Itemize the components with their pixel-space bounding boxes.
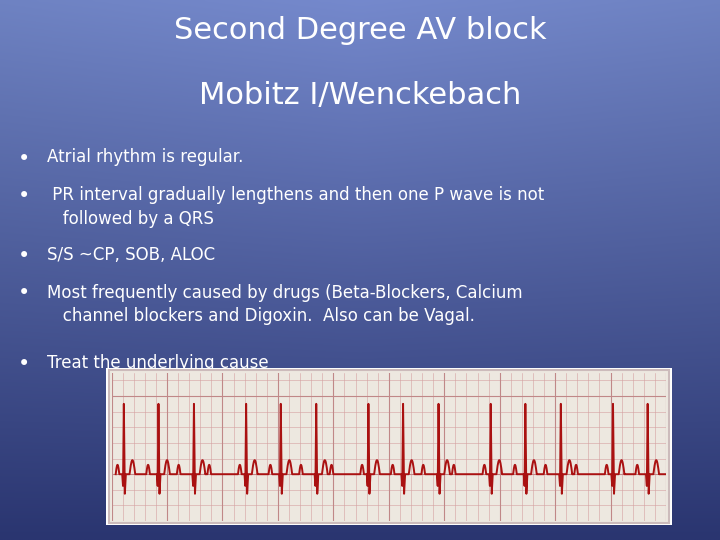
Text: •: •: [18, 354, 30, 374]
Text: Second Degree AV block: Second Degree AV block: [174, 16, 546, 45]
Text: •: •: [18, 284, 30, 303]
Text: Most frequently caused by drugs (Beta-Blockers, Calcium
   channel blockers and : Most frequently caused by drugs (Beta-Bl…: [47, 284, 523, 325]
Bar: [109, 370, 669, 523]
Text: S/S ~CP, SOB, ALOC: S/S ~CP, SOB, ALOC: [47, 246, 215, 264]
Text: •: •: [18, 148, 30, 168]
Text: •: •: [18, 186, 30, 206]
Text: PR interval gradually lengthens and then one P wave is not
   followed by a QRS: PR interval gradually lengthens and then…: [47, 186, 544, 228]
Bar: [106, 368, 672, 525]
Text: Atrial rhythm is regular.: Atrial rhythm is regular.: [47, 148, 243, 166]
Text: Treat the underlying cause: Treat the underlying cause: [47, 354, 269, 372]
Text: Mobitz I/Wenckebach: Mobitz I/Wenckebach: [199, 81, 521, 110]
Text: •: •: [18, 246, 30, 266]
